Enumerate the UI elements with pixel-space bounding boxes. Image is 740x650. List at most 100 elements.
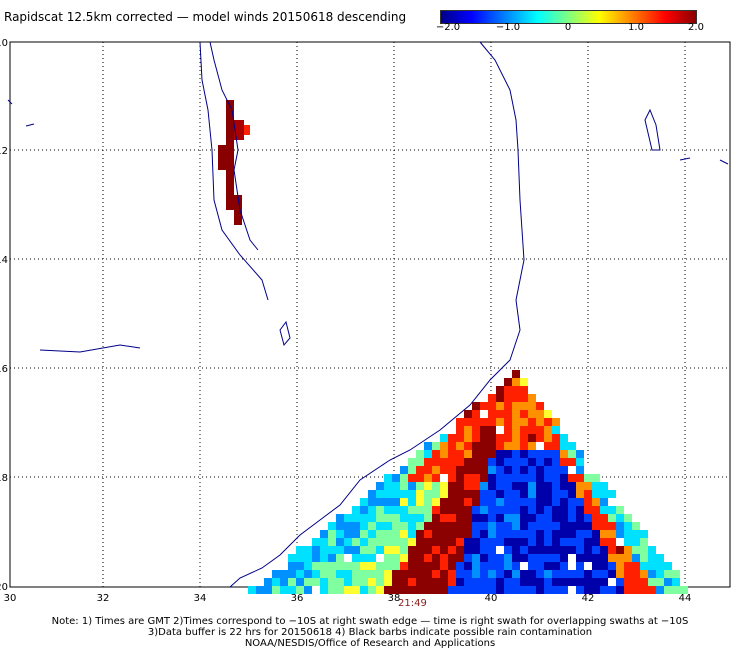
wind-cell	[600, 554, 608, 562]
wind-cell	[408, 458, 416, 466]
wind-cell	[544, 506, 552, 514]
wind-cell	[424, 450, 432, 458]
wind-cell	[488, 434, 496, 442]
wind-cell	[528, 434, 536, 442]
wind-cell	[504, 578, 512, 586]
wind-cell	[448, 546, 456, 554]
wind-cell	[440, 466, 448, 474]
wind-cell	[496, 586, 504, 594]
wind-cell	[584, 530, 592, 538]
wind-cell	[552, 506, 560, 514]
wind-cell	[432, 562, 440, 570]
wind-cell	[512, 522, 520, 530]
wind-cell	[416, 554, 424, 562]
wind-cell	[472, 410, 480, 418]
wind-cell	[528, 490, 536, 498]
wind-cell	[304, 578, 312, 586]
wind-cell	[376, 578, 384, 586]
wind-cell	[488, 426, 496, 434]
wind-cell	[376, 546, 384, 554]
wind-cell	[552, 474, 560, 482]
wind-cell	[560, 442, 568, 450]
wind-cell	[616, 586, 624, 594]
wind-cell	[456, 530, 464, 538]
wind-cell	[456, 450, 464, 458]
wind-cell	[392, 522, 400, 530]
wind-cell	[360, 578, 368, 586]
wind-cell	[592, 482, 600, 490]
wind-cell	[504, 490, 512, 498]
wind-cell	[496, 458, 504, 466]
footnote-line: Note: 1) Times are GMT 2)Times correspon…	[51, 616, 689, 627]
wind-cell	[360, 498, 368, 506]
coastlines	[7, 41, 729, 588]
wind-cell	[520, 434, 528, 442]
wind-cell	[608, 546, 616, 554]
wind-cell	[480, 482, 488, 490]
wind-cell	[360, 514, 368, 522]
wind-cell	[576, 570, 584, 578]
wind-cell	[624, 538, 632, 546]
wind-cell	[480, 442, 488, 450]
wind-cell	[344, 578, 352, 586]
wind-cell	[608, 578, 616, 586]
wind-cell	[544, 538, 552, 546]
wind-cell	[576, 586, 584, 594]
wind-cell	[336, 530, 344, 538]
wind-cell	[528, 586, 536, 594]
wind-cell	[504, 402, 512, 410]
wind-cell	[528, 482, 536, 490]
wind-cell	[456, 562, 464, 570]
wind-cell	[552, 442, 560, 450]
wind-cell	[560, 578, 568, 586]
wind-cell	[576, 578, 584, 586]
wind-cell	[440, 578, 448, 586]
wind-cell	[456, 522, 464, 530]
wind-cell	[440, 562, 448, 570]
wind-cell	[560, 498, 568, 506]
wind-cell	[304, 546, 312, 554]
wind-cell	[368, 562, 376, 570]
wind-cell	[472, 434, 480, 442]
wind-cell	[504, 418, 512, 426]
wind-cell	[440, 522, 448, 530]
wind-cell	[472, 418, 480, 426]
wind-cell	[368, 570, 376, 578]
wind-cell	[560, 546, 568, 554]
wind-cell	[432, 474, 440, 482]
wind-cell	[464, 418, 472, 426]
wind-cell	[360, 570, 368, 578]
wind-cell	[632, 570, 640, 578]
wind-cell	[416, 458, 424, 466]
wind-cell	[488, 530, 496, 538]
wind-cell	[536, 554, 544, 562]
wind-cell	[424, 466, 432, 474]
wind-cell	[616, 570, 624, 578]
wind-cell	[544, 442, 552, 450]
wind-cell	[512, 442, 520, 450]
wind-cell	[536, 506, 544, 514]
wind-cell	[512, 554, 520, 562]
wind-cell	[424, 514, 432, 522]
wind-cell	[560, 450, 568, 458]
wind-cell	[464, 442, 472, 450]
wind-cell	[448, 490, 456, 498]
wind-cell	[528, 506, 536, 514]
coastal-data	[218, 100, 250, 225]
wind-cell	[408, 570, 416, 578]
wind-cell	[504, 506, 512, 514]
wind-cell	[512, 586, 520, 594]
wind-cell	[440, 474, 448, 482]
wind-cell	[584, 562, 592, 570]
wind-cell	[440, 490, 448, 498]
wind-cell	[360, 554, 368, 562]
wind-cell	[352, 586, 360, 594]
wind-cell	[664, 578, 672, 586]
wind-cell	[600, 514, 608, 522]
wind-cell	[520, 562, 528, 570]
wind-cell	[576, 450, 584, 458]
wind-cell	[424, 530, 432, 538]
wind-cell	[408, 578, 416, 586]
wind-cell	[648, 546, 656, 554]
wind-cell	[432, 546, 440, 554]
